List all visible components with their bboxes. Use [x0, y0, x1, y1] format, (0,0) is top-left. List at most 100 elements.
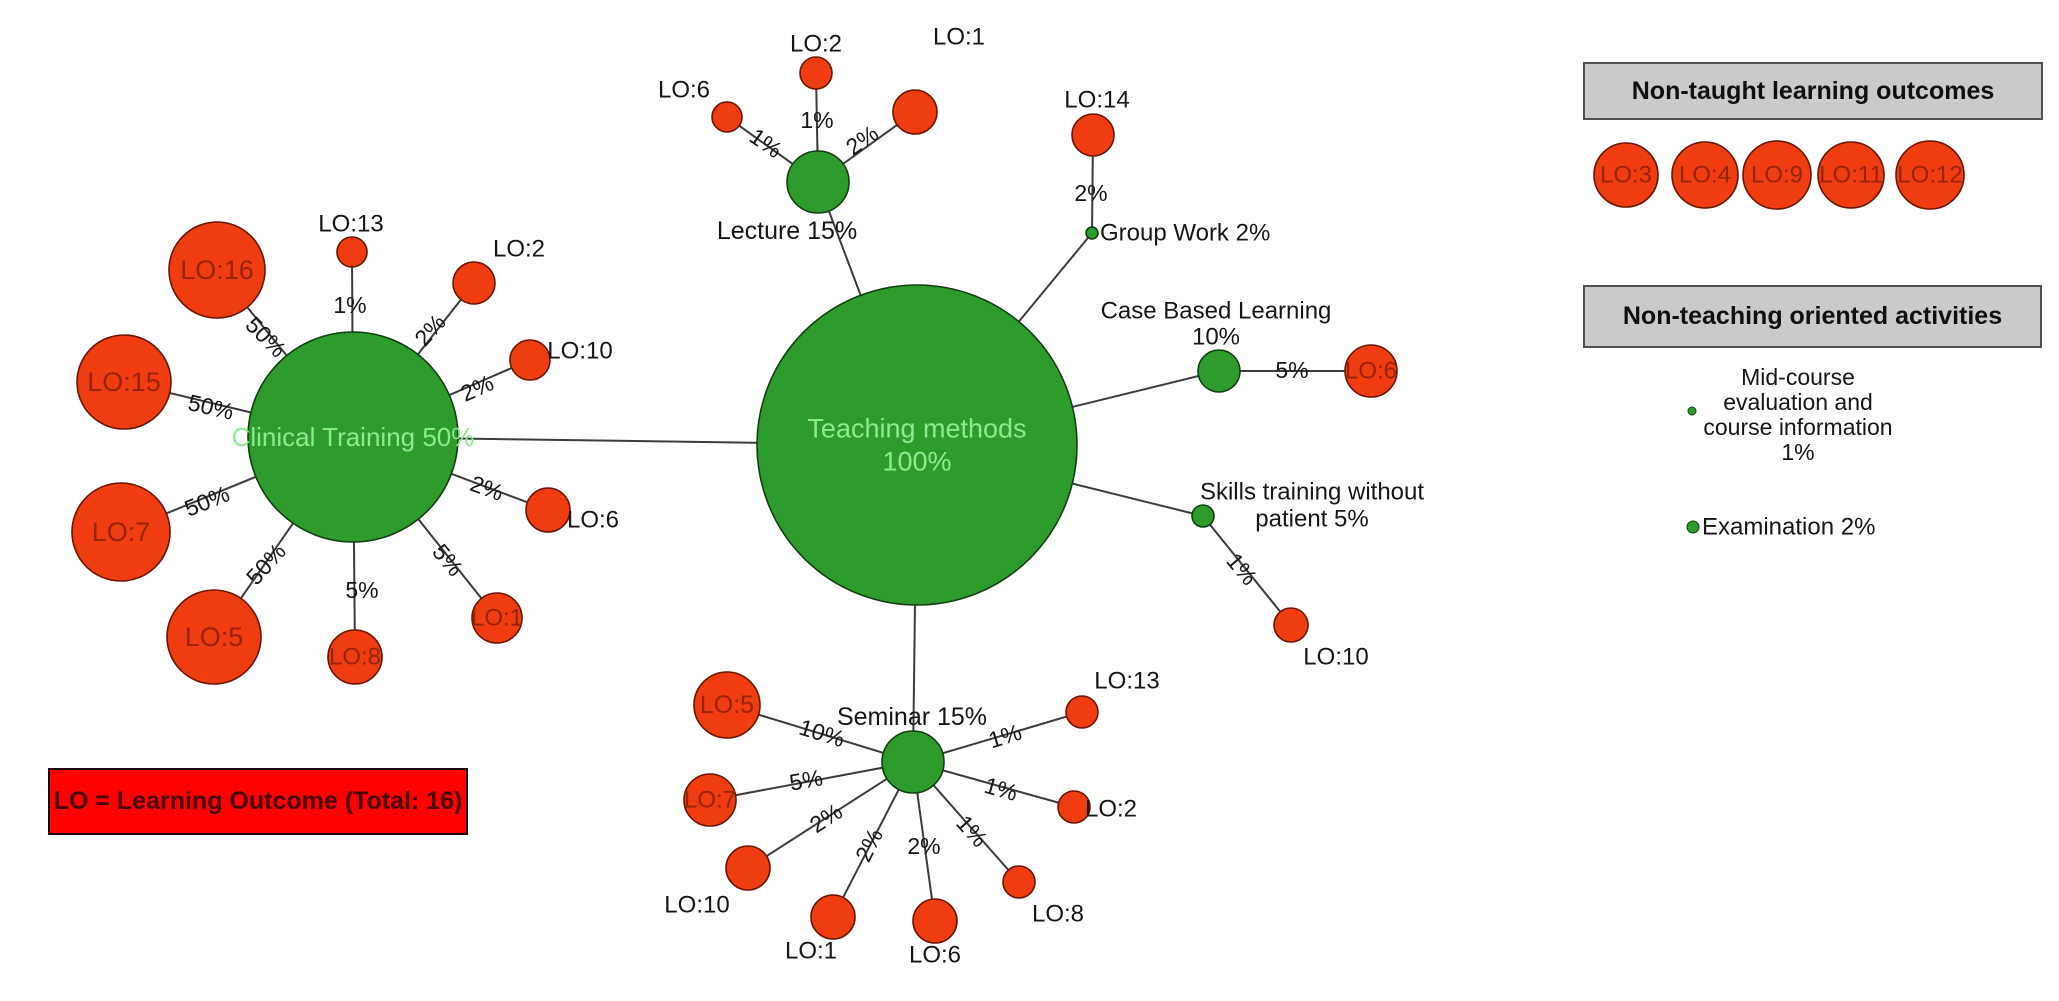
lo1-clinical-circle [471, 592, 523, 644]
mid-course-evaluation-label: course information [1703, 414, 1892, 440]
edge-clinical-training-lo6-clinical-label: 2% [467, 470, 507, 506]
lo1-lecture-circle [892, 89, 938, 135]
lo13-clinical-circle [336, 236, 368, 268]
lo8-seminar-circle [1002, 865, 1036, 899]
lo10-clinical-label: LO:10 [547, 338, 612, 365]
teaching-methods-label: Teaching methods [807, 414, 1026, 444]
lo6-lecture-label: LO:6 [658, 77, 710, 104]
teaching-methods-label: 100% [882, 447, 951, 477]
clinical-training-label: Clinical Training 50% [232, 422, 475, 452]
examination-label: Examination 2% [1702, 514, 1875, 541]
edge-seminar-lo13-seminar-label: 1% [985, 719, 1024, 754]
edge-lecture-lo1-lecture-label: 2% [841, 120, 883, 160]
lo7-seminar-label: LO:7 [684, 787, 736, 814]
lo4-non-taught-circle [1671, 141, 1739, 209]
edge-clinical-training-lo10-clinical-label: 2% [457, 369, 498, 406]
lo11-non-taught-circle [1817, 141, 1885, 209]
edge-clinical-training-lo8-clinical-label: 5% [345, 577, 378, 603]
lo2-seminar-circle [1057, 790, 1091, 824]
case-based-learning-label: 10% [1192, 324, 1240, 351]
lo13-seminar-label: LO:13 [1094, 668, 1159, 695]
edge-clinical-training-lo13-clinical-label: 1% [333, 292, 366, 318]
lo10-clinical-circle [509, 339, 551, 381]
lo2-lecture-label: LO:2 [790, 31, 842, 58]
lo6-clinical-label: LO:6 [567, 507, 619, 534]
lo15-clinical-label: LO:15 [87, 367, 161, 397]
lo6-case-based-label: LO:6 [1345, 358, 1397, 385]
lo8-clinical-label: LO:8 [329, 644, 381, 671]
edge-case-based-learning-lo6-case-based-label: 5% [1275, 357, 1308, 383]
edge-seminar-lo1-seminar-label: 2% [850, 824, 888, 865]
lo10-skills-circle [1273, 607, 1309, 643]
lo13-clinical-label: LO:13 [318, 211, 383, 238]
edge-seminar-lo7-seminar-label: 5% [787, 764, 824, 795]
non-taught-learning-outcomes-header: Non-taught learning outcomes [1583, 62, 2043, 120]
edge-skills-training-lo10-skills [1202, 515, 1292, 626]
lo8-clinical-circle [327, 629, 383, 685]
edge-clinical-training-lo15-clinical-label: 50% [186, 389, 237, 425]
group-work-circle [1085, 226, 1099, 240]
lo6-seminar-label: LO:6 [909, 942, 961, 969]
skills-training-circle [1191, 504, 1215, 528]
edge-lecture-lo6-lecture-label: 1% [745, 123, 787, 163]
edge-seminar-lo10-seminar [747, 761, 914, 869]
lo1-clinical-label: LO:1 [471, 605, 523, 632]
lo12-non-taught-label: LO:12 [1897, 162, 1962, 189]
lo10-skills-label: LO:10 [1303, 644, 1368, 671]
mid-course-evaluation-label: Mid-course [1741, 364, 1855, 390]
lo6-clinical-circle [525, 487, 571, 533]
lo16-clinical-circle [168, 221, 266, 319]
edge-seminar-lo10-seminar-label: 2% [805, 798, 847, 838]
lo5-clinical-circle [166, 589, 262, 685]
lo6-case-based-circle [1344, 344, 1398, 398]
lo1-seminar-label: LO:1 [785, 938, 837, 965]
edge-clinical-training-lo16-clinical-label: 50% [241, 312, 292, 363]
case-based-learning-label: Case Based Learning [1101, 298, 1332, 325]
lo3-non-taught-label: LO:3 [1600, 162, 1652, 189]
lo7-clinical-label: LO:7 [92, 517, 151, 547]
skills-training-label: patient 5% [1255, 506, 1368, 533]
lo6-lecture-circle [711, 101, 743, 133]
lo10-seminar-circle [725, 845, 771, 891]
edge-clinical-training-lo2-clinical-label: 2% [409, 309, 451, 351]
edge-lecture-lo2-lecture-label: 1% [800, 107, 833, 133]
lo2-seminar-label: LO:2 [1085, 796, 1137, 823]
edge-seminar-lo6-seminar-label: 2% [907, 833, 940, 859]
lo2-clinical-circle [452, 261, 496, 305]
lo9-non-taught-circle [1742, 140, 1812, 210]
seminar-label: Seminar 15% [837, 703, 987, 731]
non-teaching-oriented-activities-header: Non-teaching oriented activities [1583, 285, 2042, 348]
group-work-label: Group Work 2% [1100, 220, 1270, 247]
examination-dot [1686, 520, 1700, 534]
lo3-non-taught-circle [1593, 142, 1659, 208]
lo6-seminar-circle [912, 898, 958, 944]
lo1-lecture-label: LO:1 [933, 24, 985, 51]
edge-group-work-lo14-group-work-label: 2% [1074, 180, 1107, 206]
edge-clinical-training-lo5-clinical-label: 50% [241, 538, 291, 590]
mid-course-evaluation-dot [1687, 406, 1697, 416]
lo14-group-work-circle [1071, 113, 1115, 157]
lo10-seminar-label: LO:10 [664, 892, 729, 919]
lo9-non-taught-label: LO:9 [1751, 162, 1803, 189]
lo15-clinical-circle [76, 334, 172, 430]
lo13-seminar-circle [1065, 695, 1099, 729]
lo4-non-taught-label: LO:4 [1679, 162, 1731, 189]
clinical-training-circle [247, 331, 459, 543]
lo7-seminar-circle [683, 773, 737, 827]
lo5-seminar-label: LO:5 [700, 691, 754, 719]
lo7-clinical-circle [71, 482, 171, 582]
lo14-group-work-label: LO:14 [1064, 87, 1129, 114]
lo16-clinical-label: LO:16 [180, 255, 254, 285]
lo2-clinical-label: LO:2 [493, 236, 545, 263]
lo5-seminar-circle [693, 671, 761, 739]
lo12-non-taught-circle [1895, 140, 1965, 210]
lecture-circle [786, 150, 850, 214]
mid-course-evaluation-label: evaluation and [1723, 389, 1873, 415]
teaching-methods-circle [756, 284, 1078, 606]
mid-course-evaluation-label: 1% [1781, 439, 1814, 465]
lo1-seminar-circle [810, 894, 856, 940]
edge-seminar-lo2-seminar-label: 1% [981, 772, 1020, 806]
lecture-label: Lecture 15% [717, 217, 857, 245]
